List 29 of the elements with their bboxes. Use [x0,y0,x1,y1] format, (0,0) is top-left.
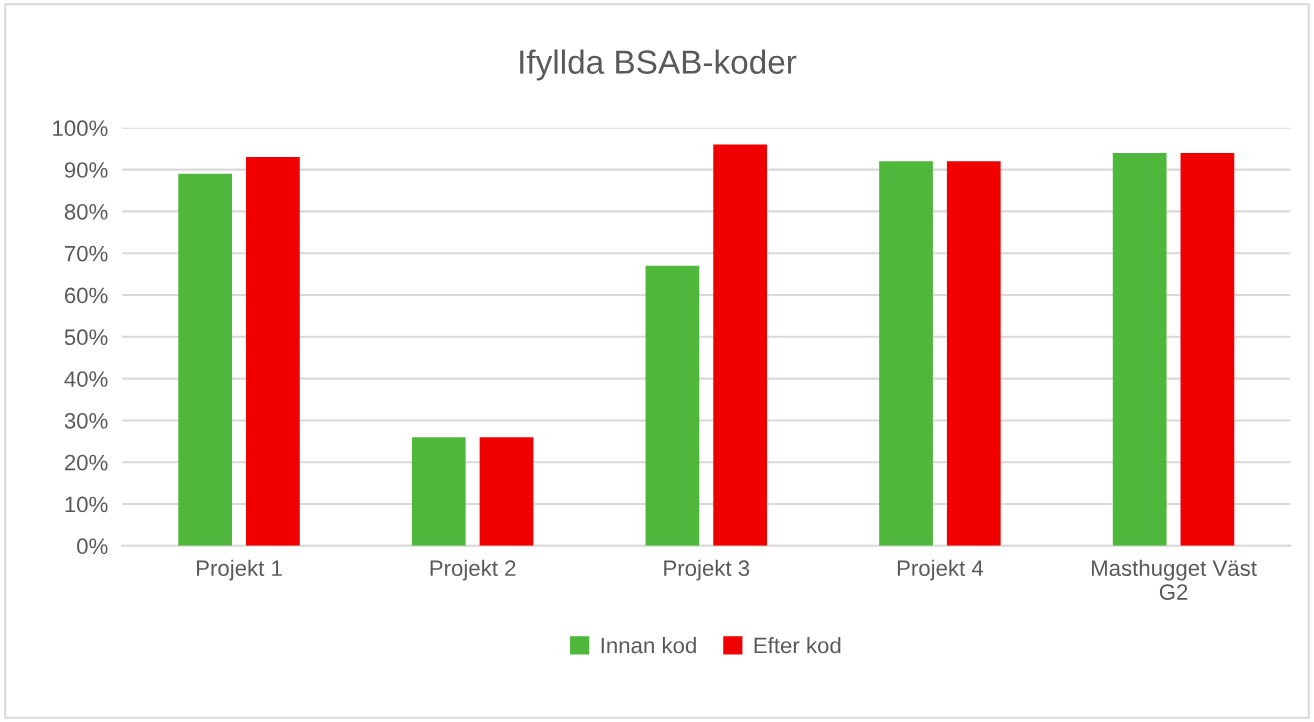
chart-title: Ifyllda BSAB-koder [520,49,797,81]
y-tick-label: 10% [65,496,108,513]
bar [479,437,534,546]
y-tick-label: 40% [64,371,108,387]
y-tick-label: 0% [77,538,108,555]
bar [1180,152,1235,546]
legend-label: Efter kod [754,637,841,654]
y-tick-label: 100% [53,120,108,137]
x-tick-label: Projekt 1 [196,559,282,581]
x-tick-label: Projekt 2 [430,559,516,581]
y-tick-label: 50% [64,329,108,346]
bar [246,157,300,546]
y-tick-label: 90% [64,162,108,178]
bar [946,161,1001,546]
x-tick-label: Projekt 3 [664,559,750,581]
bar [645,265,700,546]
y-tick-label: 70% [64,245,108,262]
y-tick-label: 80% [64,203,108,220]
legend-label: Innan kod [601,637,696,654]
x-tick-label: Projekt 4 [897,559,984,581]
y-tick-label: 20% [64,454,108,471]
bar [879,161,933,546]
bar [178,173,233,546]
y-tick-label: 30% [64,412,108,429]
x-tick-label: Masthugget Väst G2 [1091,559,1257,600]
bar [713,144,768,546]
bar [1112,152,1167,546]
y-tick-label: 60% [64,287,108,304]
bar [411,437,466,546]
